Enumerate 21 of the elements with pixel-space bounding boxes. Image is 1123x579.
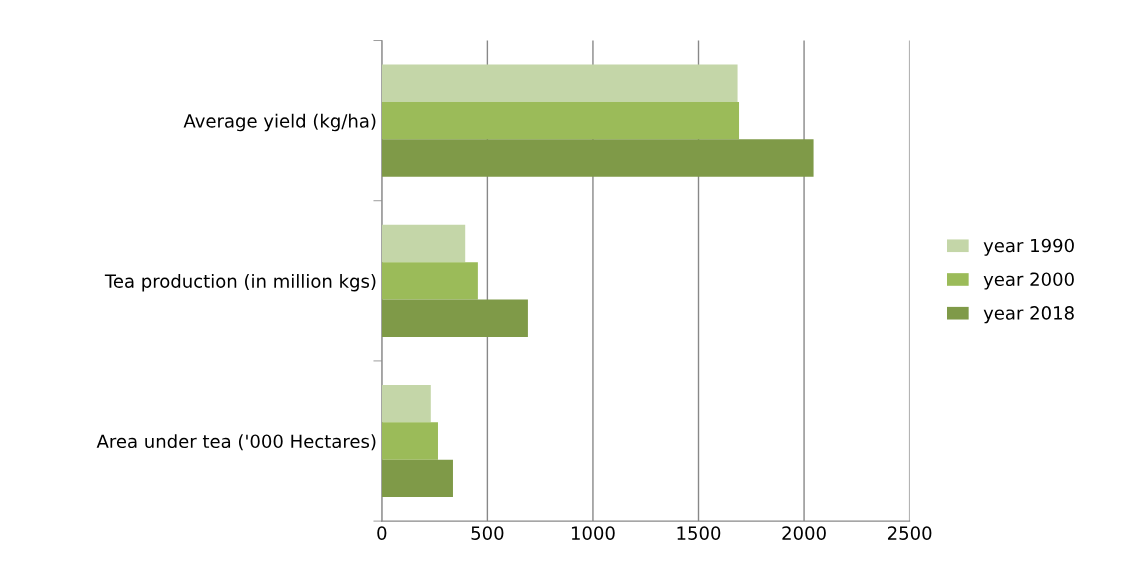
bar bbox=[381, 139, 814, 177]
x-tick-label: 0 bbox=[377, 526, 387, 540]
bar bbox=[381, 299, 528, 337]
bar bbox=[381, 422, 438, 460]
bar bbox=[381, 224, 466, 263]
bar bbox=[381, 101, 740, 140]
x-tick-label: 2500 bbox=[887, 526, 932, 540]
y-tick-label: Area under tea ('000 Hectares) bbox=[96, 434, 376, 451]
bar bbox=[381, 262, 478, 300]
x-tick-label: 2000 bbox=[782, 526, 826, 540]
y-tick-label: Average yield (kg/ha) bbox=[183, 113, 376, 132]
x-tick-label: 1500 bbox=[677, 526, 721, 540]
bar bbox=[381, 459, 453, 498]
x-tick-label: 500 bbox=[471, 526, 504, 540]
bar bbox=[381, 64, 738, 102]
legend-label: year 2000 bbox=[983, 272, 1074, 290]
bar bbox=[381, 384, 431, 423]
legend-label: year 2018 bbox=[983, 306, 1074, 324]
x-tick-label: 1000 bbox=[571, 526, 615, 540]
y-tick-label: Tea production (in million kgs) bbox=[104, 273, 376, 292]
legend-label: year 1990 bbox=[983, 238, 1074, 256]
